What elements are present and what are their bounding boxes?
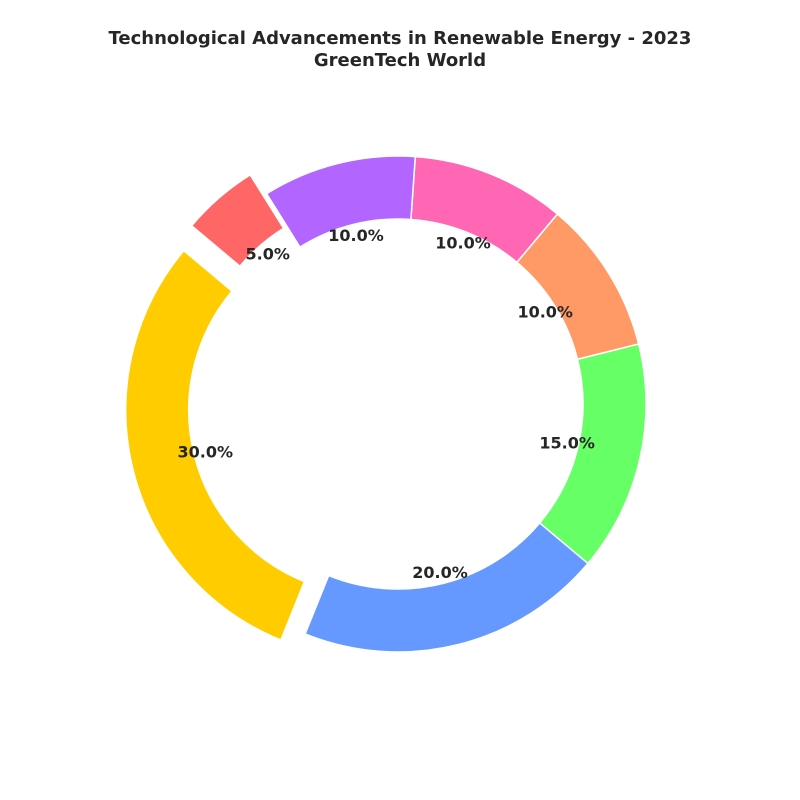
donut-slice-0 [125,249,306,641]
donut-slice-5 [265,155,417,248]
donut-slice-6 [190,174,285,267]
slice-value-label-3: 10.0% [517,303,573,322]
donut-slice-2 [538,343,647,565]
chart-subtitle-line: GreenTech World [313,50,487,71]
chart-title-line: Technological Advancements in Renewable … [108,28,692,49]
slice-value-label-4: 10.0% [435,234,491,253]
donut-labels: 30.0% 20.0% 15.0% 10.0% 10.0% 10.0% 5.0% [178,226,595,582]
chart-title: Technological Advancements in Renewable … [0,28,800,72]
slice-value-label-2: 15.0% [539,434,595,453]
slice-value-label-0: 30.0% [178,443,234,462]
slice-value-label-5: 10.0% [328,226,384,245]
donut-slices [125,155,647,653]
slice-value-label-1: 20.0% [412,563,468,582]
slice-value-label-6: 5.0% [246,245,290,264]
donut-slice-1 [304,522,589,653]
